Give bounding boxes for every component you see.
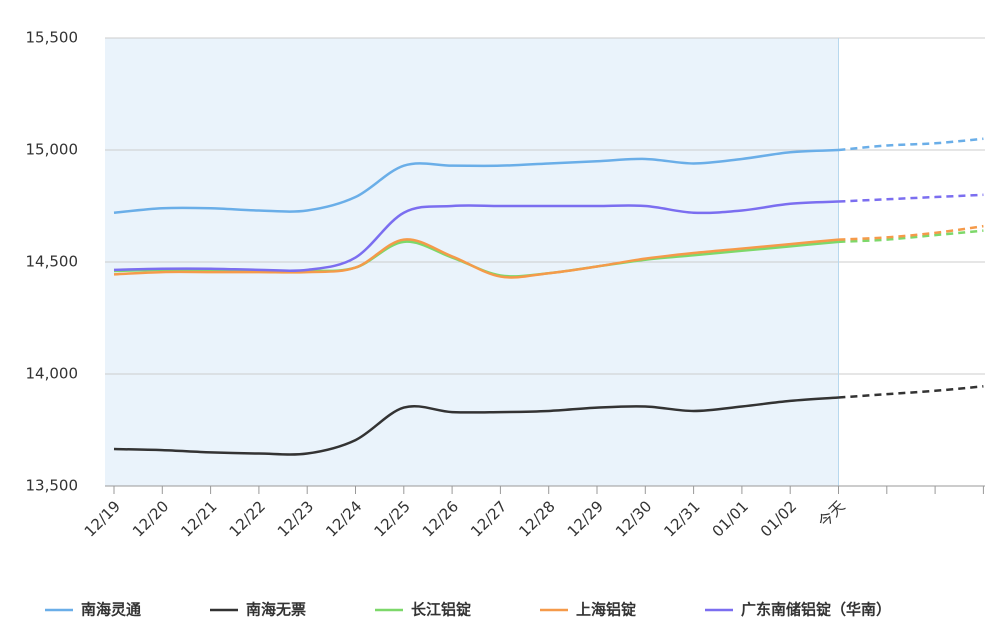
legend-item: 广东南储铝锭（华南）	[705, 601, 891, 619]
x-tick-label: 01/01	[709, 497, 752, 540]
x-tick-label: 12/29	[564, 497, 607, 540]
series-line	[838, 193, 984, 203]
legend-item: 上海铝锭	[540, 601, 636, 619]
x-tick-label: 12/24	[322, 497, 365, 540]
x-tick-label: 今天	[815, 497, 849, 531]
y-tick-label: 14,000	[26, 365, 79, 383]
series-line	[113, 148, 839, 214]
y-tick-label: 13,500	[26, 477, 79, 495]
x-tick-label: 12/21	[177, 497, 220, 540]
legend-label: 南海灵通	[81, 601, 141, 619]
x-tick-label: 12/26	[419, 497, 462, 540]
legend-label: 上海铝锭	[576, 601, 636, 619]
y-tick-label: 15,000	[26, 141, 79, 159]
x-tick-label: 12/30	[612, 497, 655, 540]
series-line	[113, 200, 839, 273]
x-tick-label: 12/25	[371, 497, 414, 540]
series-line	[838, 229, 984, 244]
legend-item: 南海无票	[210, 601, 306, 619]
y-tick-label: 14,500	[26, 253, 79, 271]
x-tick-label: 12/22	[226, 497, 269, 540]
x-tick-label: 12/31	[660, 497, 703, 540]
x-tick-label: 12/28	[515, 497, 558, 540]
y-tick-label: 15,500	[26, 29, 79, 47]
legend-label: 广东南储铝锭（华南）	[741, 601, 891, 619]
series-line	[113, 238, 839, 279]
x-tick-label: 12/19	[81, 497, 124, 540]
series-line	[838, 224, 984, 241]
x-tick-label: 12/27	[467, 497, 510, 540]
series-line	[838, 385, 984, 399]
series-line	[113, 396, 839, 456]
legend-item: 长江铝锭	[375, 601, 471, 619]
x-tick-label: 12/23	[274, 497, 317, 540]
series-line	[838, 137, 984, 152]
legend-label: 南海无票	[246, 601, 306, 619]
x-tick-label: 01/02	[757, 497, 800, 540]
legend-label: 长江铝锭	[411, 601, 471, 619]
x-tick-label: 12/20	[129, 497, 172, 540]
legend-item: 南海灵通	[45, 601, 141, 619]
